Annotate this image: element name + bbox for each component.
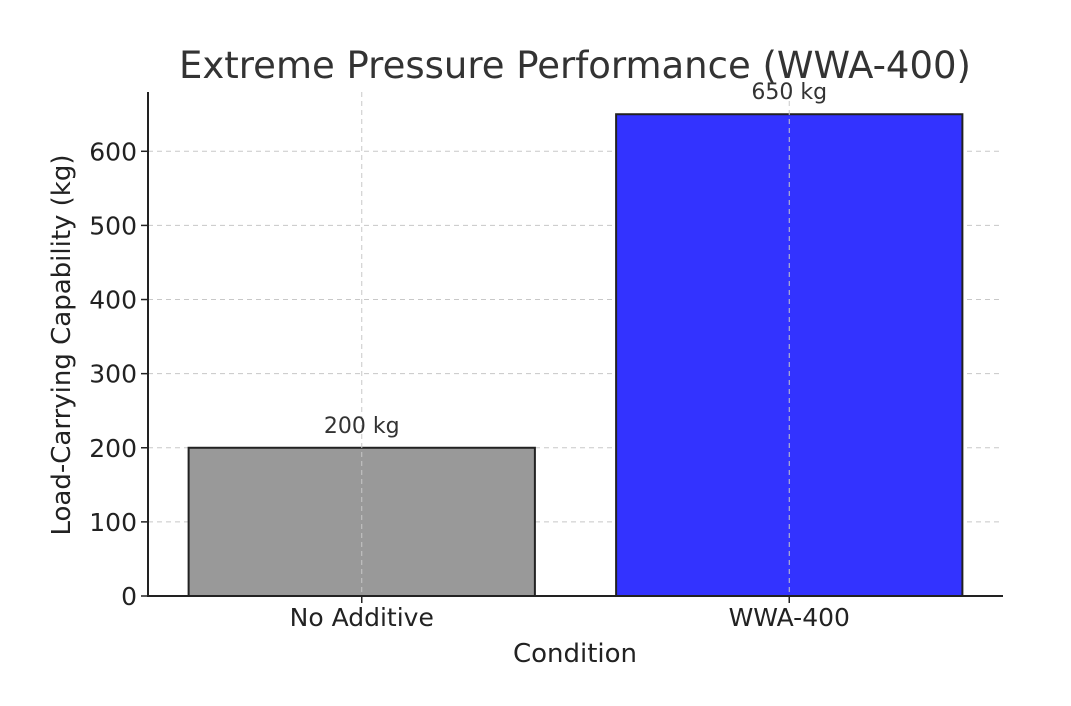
y-tick-label: 300 <box>89 360 137 389</box>
x-tick-label: No Additive <box>290 603 434 632</box>
axis-layer <box>147 92 1003 597</box>
chart-title: Extreme Pressure Performance (WWA-400) <box>179 44 971 87</box>
x-axis-label: Condition <box>513 639 637 669</box>
y-tick-label: 200 <box>89 434 137 463</box>
x-tick-label: WWA-400 <box>729 603 850 632</box>
bar-layer <box>187 92 964 597</box>
data-label-layer: 200 kg 650 kg <box>324 80 827 439</box>
y-tick-label: 0 <box>121 582 137 611</box>
y-tick-label: 500 <box>89 211 137 240</box>
data-label: 650 kg <box>751 80 827 105</box>
y-tick-label: 400 <box>89 286 137 315</box>
y-tick-label: 100 <box>89 508 137 537</box>
y-tick-label: 600 <box>89 137 137 166</box>
data-label: 200 kg <box>324 414 400 439</box>
y-axis-label: Load-Carrying Capability (kg) <box>47 154 77 535</box>
tick-layer: 0 100 200 300 400 500 600 No Additive WWA-400 <box>89 137 850 632</box>
